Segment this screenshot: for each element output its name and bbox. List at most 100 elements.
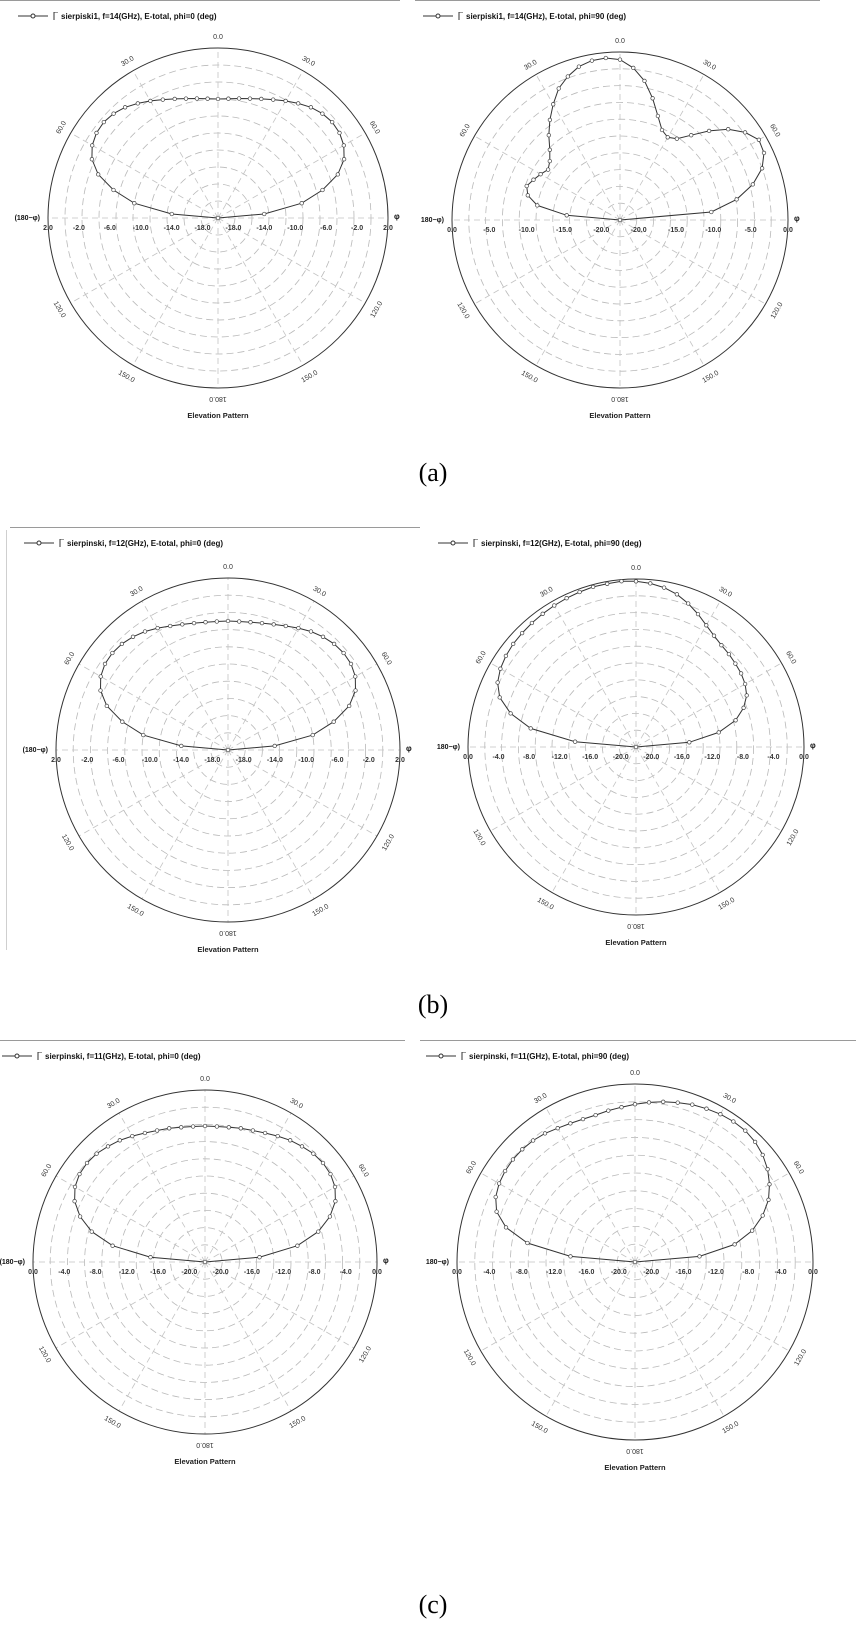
legend-line-marker-icon bbox=[423, 12, 463, 20]
angle-label: 30.0 bbox=[129, 585, 144, 598]
data-point bbox=[655, 113, 661, 119]
radial-tick-label: -20.0 bbox=[613, 754, 629, 761]
angle-label: 60.0 bbox=[768, 123, 781, 138]
data-point bbox=[348, 661, 354, 667]
data-point bbox=[577, 589, 582, 595]
data-point bbox=[320, 1160, 326, 1166]
grid-ring bbox=[66, 1123, 344, 1401]
data-point bbox=[320, 187, 325, 193]
data-point bbox=[168, 623, 173, 629]
data-point bbox=[617, 57, 623, 62]
radial-tick-label: -16.0 bbox=[676, 1269, 692, 1276]
radial-tick-label: -12.0 bbox=[119, 1269, 135, 1276]
data-point bbox=[502, 1168, 508, 1174]
data-point bbox=[110, 1243, 115, 1248]
chart-legend: sierpinski, f=11(GHz), E-total, phi=90 (… bbox=[426, 1048, 629, 1064]
angle-label: 120.0 bbox=[786, 828, 801, 847]
grid-spoke bbox=[118, 1261, 206, 1412]
data-point bbox=[72, 1199, 77, 1204]
data-point bbox=[542, 1131, 548, 1136]
radial-tick-label: -12.0 bbox=[708, 1269, 724, 1276]
data-point bbox=[111, 111, 116, 116]
angle-label: 150.0 bbox=[300, 369, 319, 384]
axis-end-label-right: φ bbox=[406, 744, 412, 753]
data-point bbox=[310, 732, 315, 738]
grid-ring bbox=[200, 200, 236, 236]
radial-tick-label: -4.0 bbox=[58, 1269, 70, 1276]
outer-circle bbox=[32, 1089, 378, 1435]
data-point bbox=[756, 137, 762, 142]
data-point bbox=[665, 135, 670, 140]
legend-label: sierpinski, f=11(GHz), E-total, phi=90 (… bbox=[469, 1051, 630, 1061]
data-point bbox=[498, 666, 503, 671]
radial-tick-label: 2.0 bbox=[43, 225, 53, 232]
angle-label: 60.0 bbox=[459, 123, 472, 138]
data-point bbox=[169, 211, 174, 217]
radial-tick-label: -4.0 bbox=[340, 1269, 352, 1276]
data-point bbox=[711, 633, 717, 638]
grid-spoke bbox=[545, 1261, 636, 1417]
angle-label: 0.0 bbox=[615, 38, 625, 45]
data-point bbox=[528, 726, 533, 731]
angle-label: 60.0 bbox=[792, 1160, 805, 1175]
radial-tick-label: -18.0 bbox=[204, 757, 220, 764]
data-point bbox=[520, 1147, 525, 1152]
data-point bbox=[226, 96, 231, 101]
data-point bbox=[695, 611, 701, 617]
radial-tick-label: -10.0 bbox=[142, 757, 158, 764]
angle-label: 60.0 bbox=[368, 120, 381, 135]
angle-label: 150.0 bbox=[536, 897, 555, 912]
data-point bbox=[275, 1133, 280, 1139]
angle-label: 180.0 bbox=[219, 929, 237, 936]
angle-label: 30.0 bbox=[301, 55, 316, 68]
series-line bbox=[495, 1101, 771, 1263]
data-point bbox=[767, 1182, 772, 1187]
polar-chart-b-right: sierpinski, f=12(GHz), E-total, phi=90 (… bbox=[428, 527, 848, 957]
data-point bbox=[111, 187, 116, 193]
legend-label: sierpinski, f=12(GHz), E-total, phi=0 (d… bbox=[67, 538, 224, 548]
axis-end-label-right: φ bbox=[810, 741, 816, 750]
radial-tick-label: -8.0 bbox=[516, 1269, 528, 1276]
data-point bbox=[750, 1228, 755, 1233]
grid-ring bbox=[135, 1192, 275, 1332]
data-point bbox=[247, 96, 253, 101]
grid-ring bbox=[502, 102, 738, 338]
data-point bbox=[540, 611, 545, 616]
radial-tick-label: 0.0 bbox=[799, 754, 809, 761]
data-point bbox=[283, 623, 288, 629]
radial-tick-label: -2.0 bbox=[73, 225, 85, 232]
legend-label: sierpiski1, f=14(GHz), E-total, phi=0 (d… bbox=[61, 11, 217, 21]
outer-circle bbox=[467, 578, 805, 916]
data-point bbox=[191, 620, 197, 626]
angle-label: 150.0 bbox=[721, 1420, 740, 1435]
grid-ring bbox=[98, 98, 338, 338]
radial-tick-label: -12.0 bbox=[552, 754, 568, 761]
radial-tick-label: -4.0 bbox=[775, 1269, 787, 1276]
data-point bbox=[742, 130, 748, 135]
grid-spoke bbox=[227, 600, 315, 751]
data-point bbox=[650, 96, 655, 101]
data-point bbox=[98, 688, 103, 693]
subfigure-caption-a: (a) bbox=[418, 458, 448, 487]
data-point bbox=[525, 1240, 530, 1246]
data-point bbox=[619, 579, 624, 584]
data-point bbox=[716, 730, 721, 735]
angle-label: 120.0 bbox=[358, 1345, 373, 1364]
data-point bbox=[556, 86, 561, 91]
angle-label: 120.0 bbox=[462, 1348, 477, 1367]
data-point bbox=[203, 620, 208, 625]
data-point bbox=[89, 157, 95, 162]
data-point bbox=[155, 625, 160, 631]
angle-label: 150.0 bbox=[311, 903, 330, 918]
data-point bbox=[525, 193, 530, 198]
radial-tick-label: -20.0 bbox=[593, 227, 609, 234]
radial-tick-label: -10.0 bbox=[519, 227, 535, 234]
radial-tick-label: -18.0 bbox=[225, 225, 241, 232]
angle-label: 60.0 bbox=[475, 650, 488, 665]
data-point bbox=[709, 209, 714, 215]
radial-tick-label: -15.0 bbox=[556, 227, 572, 234]
grid-spoke bbox=[545, 1107, 636, 1263]
polar-plot-a-left: 0.0 30.0 30.0 60.0 60.0 120.0 120.0 150.0 150.0 1… bbox=[15, 34, 400, 420]
radial-tick-label: 0.0 bbox=[452, 1269, 462, 1276]
data-point bbox=[96, 172, 101, 177]
